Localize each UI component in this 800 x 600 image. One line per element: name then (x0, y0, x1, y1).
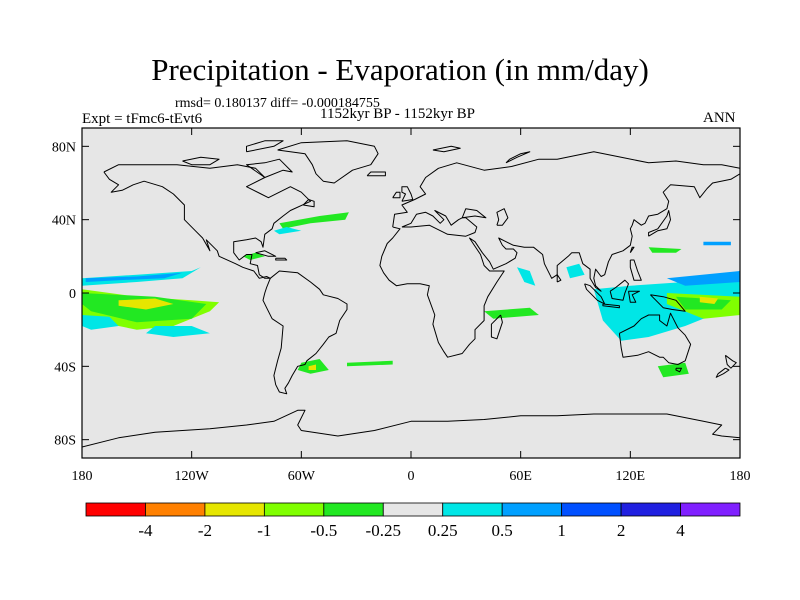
coast-philippines (629, 259, 642, 281)
colorbar-box (680, 502, 741, 517)
coast-iceland (366, 171, 386, 177)
region-caribbean-green (242, 252, 265, 260)
colorbar-box (382, 502, 444, 517)
coast-british-isles (401, 186, 414, 202)
region-east-pacific-southwest-cyan (82, 315, 119, 330)
coast-borneo (609, 279, 629, 301)
region-southwest-atlantic-yellow (308, 364, 316, 370)
colorbar-label: 0.25 (428, 521, 458, 540)
region-east-pacific-south-yellow (118, 298, 174, 310)
region-east-pacific-north-blue (85, 272, 183, 282)
season-label: ANN (703, 110, 736, 126)
colorbar-label: 4 (676, 521, 685, 540)
coast-java (602, 303, 620, 309)
coast-ellesmere (246, 140, 284, 153)
region-west-pacific-yellow (699, 296, 719, 304)
coast-new-zealand-north (724, 354, 737, 369)
coast-canadian-archipelago-1 (182, 156, 220, 166)
coast-australia (618, 312, 692, 365)
anomaly-regions (82, 212, 740, 378)
region-gulf-stream-cyan (273, 227, 302, 235)
coast-sulawesi (628, 290, 640, 303)
colorbar-box (323, 502, 384, 517)
colorbar-box (263, 502, 325, 517)
region-indian-ocean-cyan (517, 267, 536, 286)
chart-title: Precipitation - Evaporation (in mm/day) (151, 52, 649, 87)
x-tick-label: 0 (408, 469, 415, 484)
coast-svalbard (432, 145, 461, 153)
region-australia-southeast-green (657, 362, 689, 378)
stats-line: rmsd= 0.180137 diff= -0.000184755 (175, 96, 380, 111)
coast-hispaniola (275, 257, 288, 261)
coast-novaya-zemlya (505, 151, 531, 164)
colorbar-box (145, 502, 206, 517)
coast-south-america (262, 270, 348, 395)
y-tick-label: 80N (52, 140, 76, 155)
region-south-atlantic-green (347, 360, 393, 367)
coast-caspian (496, 208, 509, 226)
coast-ireland (392, 191, 401, 199)
region-north-pacific-east-blue (703, 241, 731, 246)
coast-mediterranean-north (401, 210, 478, 237)
colorbar-label: 2 (617, 521, 626, 540)
coast-black-sea (461, 208, 487, 219)
coastlines (82, 140, 740, 448)
x-tick-label: 120W (175, 469, 210, 484)
x-tick-label: 120E (616, 469, 646, 484)
x-tick-label: 60E (509, 469, 532, 484)
coast-north-america (103, 164, 311, 279)
colorbar-box (501, 502, 563, 517)
colorbar-label: -1 (257, 521, 271, 540)
coast-japan (648, 210, 671, 237)
coast-antarctica (82, 409, 740, 448)
region-south-pacific-cyan (146, 326, 210, 337)
coast-greenland (277, 140, 379, 184)
coast-newfoundland (302, 199, 315, 208)
region-gulf-stream-green (279, 212, 349, 229)
region-indian-ocean-green (484, 307, 539, 319)
colorbar-label: -2 (198, 521, 212, 540)
coast-taiwan (629, 246, 635, 253)
experiment-label: Expt = tFmc6-tEvt6 (82, 111, 203, 127)
region-maritime-continent-cyan (593, 278, 740, 341)
coast-tasmania (675, 367, 682, 373)
coast-sri-lanka (556, 274, 562, 283)
y-tick-label: 0 (69, 287, 76, 302)
axis-ticks: 180 120W 60W 0 60E 120E 180 80N 40N 0 40S 80S (52, 128, 751, 484)
region-west-pacific-blue (666, 271, 740, 286)
coast-new-guinea (650, 294, 686, 312)
period-label: 1152kyr BP - 1152kyr BP (320, 106, 476, 122)
region-bay-of-bengal-cyan (566, 263, 585, 279)
colorbar-box (620, 502, 681, 517)
x-tick-label: 180 (72, 469, 93, 484)
colorbar: -4 -2 -1 -0.5 -0.25 0.25 0.5 1 2 4 (85, 502, 741, 540)
x-tick-label: 60W (288, 469, 316, 484)
y-tick-label: 80S (54, 434, 76, 449)
colorbar-label: -0.25 (366, 521, 401, 540)
region-west-pacific-green (676, 296, 731, 310)
coast-new-zealand-south (715, 367, 730, 378)
x-tick-label: 180 (730, 469, 751, 484)
colorbar-box (204, 502, 265, 517)
colorbar-box (442, 502, 503, 517)
colorbar-label: -0.5 (310, 521, 337, 540)
y-tick-label: 40N (52, 214, 76, 229)
coast-baffin-island (246, 158, 293, 178)
coast-madagascar (490, 314, 503, 340)
colorbar-label: 0.5 (492, 521, 513, 540)
coast-eurasia-africa (379, 151, 740, 358)
region-north-pacific-green (648, 247, 682, 253)
colorbar-box (85, 502, 146, 517)
colorbar-box (561, 502, 622, 517)
y-tick-label: 40S (54, 360, 76, 375)
colorbar-label: -4 (138, 521, 153, 540)
colorbar-label: 1 (557, 521, 566, 540)
coast-cuba (255, 250, 277, 257)
